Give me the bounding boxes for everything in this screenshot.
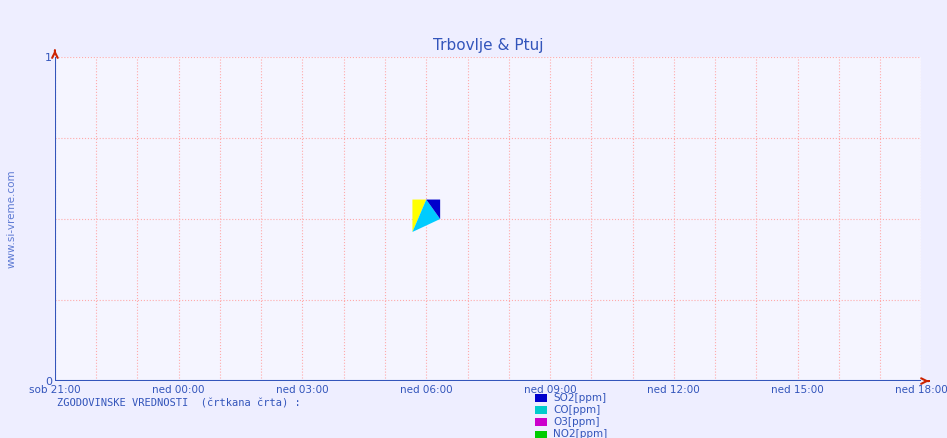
- Title: Trbovlje & Ptuj: Trbovlje & Ptuj: [433, 38, 544, 53]
- Polygon shape: [413, 200, 426, 232]
- Polygon shape: [413, 200, 440, 232]
- Text: NO2[ppm]: NO2[ppm]: [553, 430, 607, 438]
- Text: SO2[ppm]: SO2[ppm]: [553, 393, 606, 403]
- Text: O3[ppm]: O3[ppm]: [553, 417, 599, 427]
- Text: ZGODOVINSKE VREDNOSTI  (črtkana črta) :: ZGODOVINSKE VREDNOSTI (črtkana črta) :: [57, 399, 300, 409]
- Polygon shape: [426, 200, 440, 219]
- Text: www.si-vreme.com: www.si-vreme.com: [7, 170, 16, 268]
- Text: CO[ppm]: CO[ppm]: [553, 405, 600, 415]
